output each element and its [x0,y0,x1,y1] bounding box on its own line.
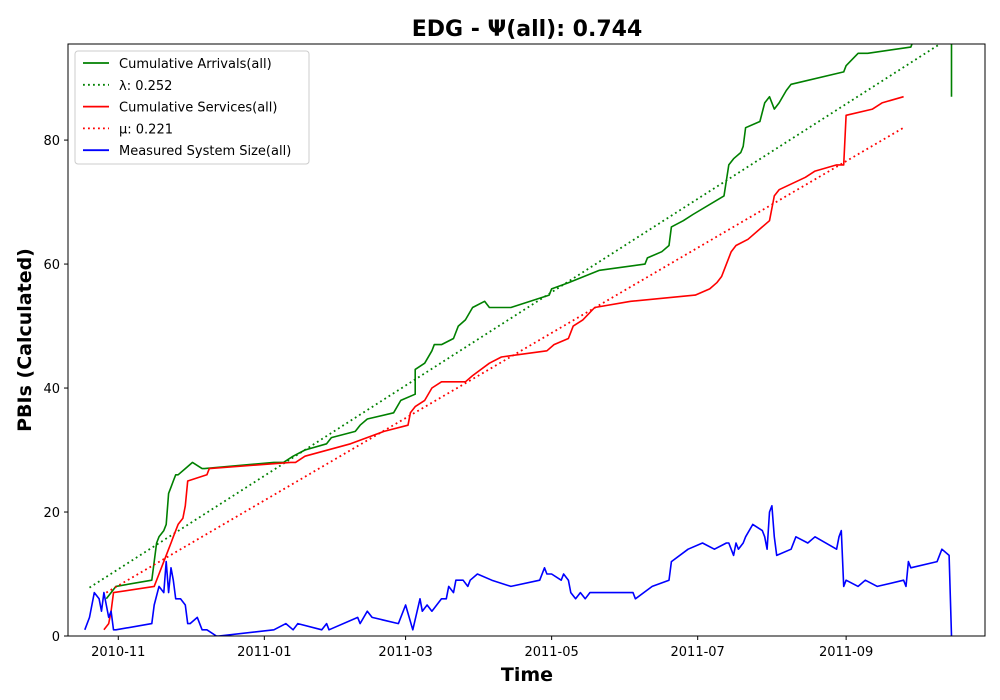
series-layer [84,44,953,636]
legend-entry-measured-system-size-all: Measured System Size(all) [83,144,291,159]
ticks-layer: 2010-11 2011-01 2011-03 2011-05 2011-07 2011-… [43,134,873,660]
legend-label: Cumulative Services(all) [119,101,277,116]
x-tick-label: 2011-07 [671,645,725,660]
legend-entry-cumulative-services-all: Cumulative Services(all) [83,101,277,116]
legend-entry-0-221: μ: 0.221 [83,122,173,137]
legend-entry-0-252: λ: 0.252 [83,79,172,94]
x-tick-label: 2010-11 [91,645,145,660]
legend-label: μ: 0.221 [119,122,173,137]
x-axis-label: Time [501,664,553,686]
x-tick-label: 2011-05 [524,645,578,660]
y-tick-label: 40 [43,382,60,397]
plot-frame [67,43,986,637]
y-tick-label: 20 [43,506,60,521]
y-tick-label: 0 [52,630,60,645]
legend-entries: Cumulative Arrivals(all) λ: 0.252 Cumulati… [83,57,291,159]
legend: Cumulative Arrivals(all) λ: 0.252 Cumulati… [74,50,310,165]
y-tick-label: 60 [43,258,60,273]
x-tick-label: 2011-09 [819,645,873,660]
chart-title: EDG - Ψ(all): 0.744 [412,17,643,42]
x-tick-label: 2011-03 [378,645,432,660]
y-tick-label: 80 [43,134,60,149]
legend-label: λ: 0.252 [119,79,172,94]
legend-entry-cumulative-arrivals-all: Cumulative Arrivals(all) [83,57,272,72]
legend-label: Cumulative Arrivals(all) [119,57,272,72]
series-line-0-221 [105,126,905,594]
legend-box [74,50,310,165]
series-line-cumulative-services-all [103,95,904,631]
series-line-cumulative-arrivals-all [105,44,953,600]
x-tick-label: 2011-01 [237,645,291,660]
y-axis-label: PBIs (Calculated) [14,248,36,432]
series-line-measured-system-size-all [84,504,953,636]
legend-label: Measured System Size(all) [119,144,291,159]
